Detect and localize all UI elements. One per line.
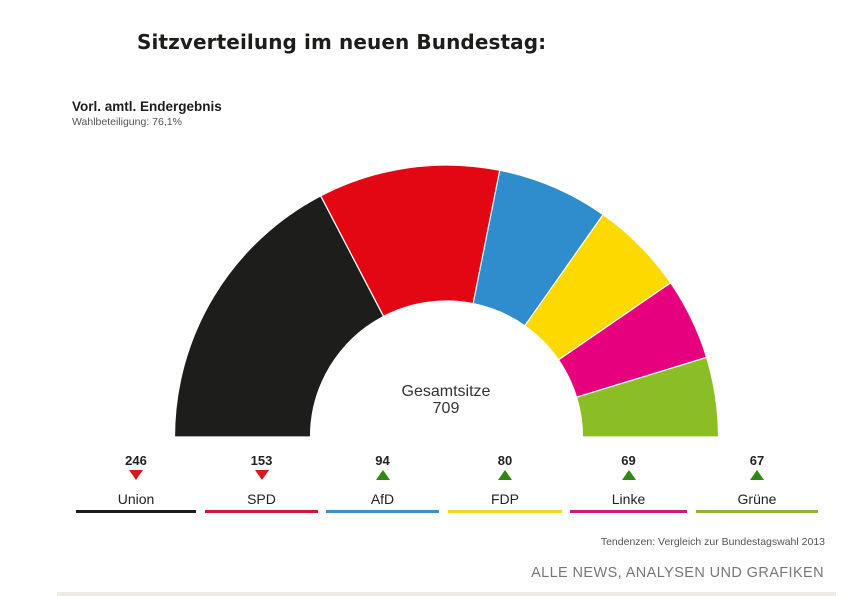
party-label: SPD xyxy=(247,491,276,507)
turnout-label: Wahlbeteiligung: 76,1% xyxy=(72,116,182,128)
total-seats-label: Gesamtsitze 709 xyxy=(346,383,546,417)
segment-union[interactable] xyxy=(173,195,385,438)
bottom-divider xyxy=(57,592,836,596)
seat-count: 67 xyxy=(749,453,765,468)
chart-title: Sitzverteilung im neuen Bundestag: xyxy=(137,30,547,54)
trend-up-icon xyxy=(621,470,636,480)
party-label: Union xyxy=(117,491,155,507)
trend-down-icon xyxy=(254,470,269,480)
party-color-line xyxy=(696,510,818,513)
result-subtitle: Vorl. amtl. Endergebnis xyxy=(72,99,222,114)
legend-item-linke[interactable]: 69 Linke xyxy=(570,450,687,514)
party-label: FDP xyxy=(491,491,519,507)
total-seats-value: 709 xyxy=(432,400,460,417)
party-color-line xyxy=(205,510,318,513)
party-label: AfD xyxy=(370,491,395,507)
seat-count: 80 xyxy=(497,453,513,468)
legend-item-union[interactable]: 246 Union xyxy=(76,450,196,514)
legend-item-gruene[interactable]: 67 Grüne xyxy=(696,450,818,514)
legend-item-spd[interactable]: 153 SPD xyxy=(205,450,318,514)
legend-item-afd[interactable]: 94 AfD xyxy=(326,450,439,514)
trend-up-icon xyxy=(498,470,512,480)
party-color-line xyxy=(570,510,687,513)
legend: 246 Union 153 SPD 94 AfD 80 FDP 69 Linke… xyxy=(0,450,860,520)
legend-item-fdp[interactable]: 80 FDP xyxy=(448,450,562,514)
chart-segments xyxy=(173,164,720,438)
seat-count: 69 xyxy=(621,453,636,468)
party-color-line xyxy=(76,510,196,513)
segment-gruene[interactable] xyxy=(575,356,720,438)
party-label: Linke xyxy=(611,491,646,507)
seat-count: 153 xyxy=(250,453,273,468)
seat-count: 246 xyxy=(125,453,147,468)
all-news-link[interactable]: ALLE NEWS, ANALYSEN UND GRAFIKEN xyxy=(531,565,824,581)
party-color-line xyxy=(448,510,562,513)
seat-distribution-chart xyxy=(173,164,720,438)
total-seats-caption: Gesamtsitze xyxy=(401,383,491,400)
party-label: Grüne xyxy=(737,491,777,507)
seat-count: 94 xyxy=(375,453,390,468)
trend-down-icon xyxy=(129,470,143,480)
party-color-line xyxy=(326,510,439,513)
trend-up-icon xyxy=(750,470,764,480)
trend-footnote: Tendenzen: Vergleich zur Bundestagswahl … xyxy=(600,536,825,548)
trend-up-icon xyxy=(375,470,390,480)
